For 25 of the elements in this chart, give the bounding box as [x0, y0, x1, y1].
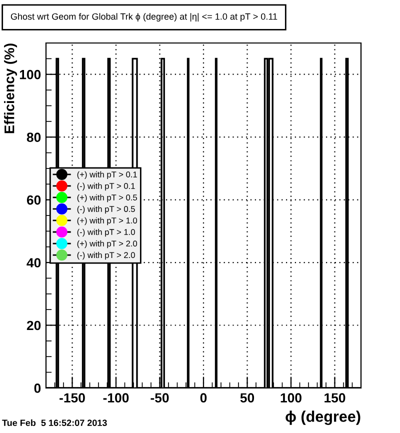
legend-label: (+) with pT > 0.5: [77, 194, 138, 202]
y-tick-label: 0: [34, 384, 41, 393]
y-tick-label: 60: [26, 195, 41, 205]
legend-label: (+) with pT > 0.1: [77, 171, 137, 180]
legend-label: (-) with pT > 2.0: [77, 252, 135, 260]
legend-label: (-) with pT > 0.1: [77, 182, 135, 191]
x-tick-label: -100: [103, 393, 129, 403]
y-tick-label: 100: [20, 70, 41, 80]
legend-label: (+) with pT > 1.0: [77, 217, 138, 226]
y-tick-label: 40: [26, 258, 41, 268]
x-tick-label: 150: [324, 393, 346, 403]
legend-label: (-) with pT > 0.5: [77, 206, 135, 214]
x-tick-label: -150: [60, 393, 85, 403]
legend-label: (+) with pT > 2.0: [77, 240, 138, 248]
x-tick-label: -50: [150, 393, 169, 403]
y-tick-label: 20: [26, 320, 41, 330]
x-tick-label: 0: [200, 393, 207, 403]
chart-title: Ghost wrt Geom for Global Trk ϕ (degree) at |η| <= 1.0 at pT > 0.11: [10, 13, 278, 22]
x-tick-label: 50: [240, 393, 254, 403]
y-axis-title: Efficiency (%): [4, 44, 18, 134]
x-tick-label: 100: [280, 393, 302, 403]
x-axis-title: ϕ (degree): [286, 410, 360, 425]
text: Tue Feb 5 16:52:07 2013: [2, 419, 107, 426]
y-tick-label: 80: [26, 132, 41, 142]
legend-label: (-) with pT > 1.0: [77, 228, 135, 237]
